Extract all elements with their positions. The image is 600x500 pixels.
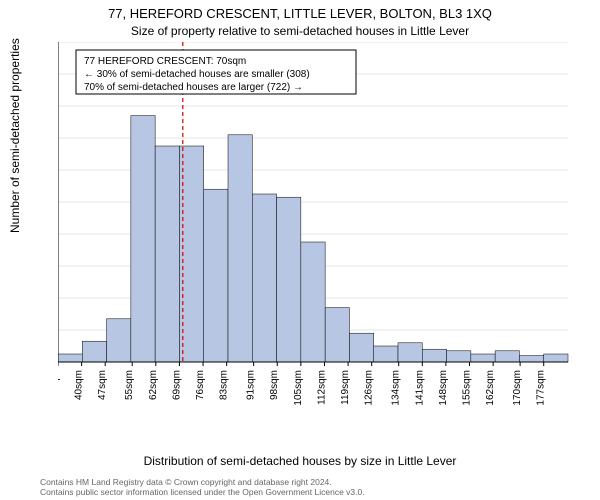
annotation-line3: 70% of semi-detached houses are larger (… [84, 82, 303, 93]
histogram-bar [204, 189, 228, 362]
histogram-bar [58, 354, 82, 362]
histogram-bar [374, 346, 398, 362]
histogram-bar [131, 116, 155, 362]
histogram-bar [252, 194, 276, 362]
svg-text:62sqm: 62sqm [148, 370, 159, 400]
histogram-bar [495, 351, 519, 362]
svg-text:134sqm: 134sqm [391, 370, 402, 406]
histogram-bar [519, 356, 543, 362]
x-axis-label: Distribution of semi-detached houses by … [0, 454, 600, 468]
credits-line2: Contains public sector information licen… [40, 487, 365, 497]
chart-subtitle: Size of property relative to semi-detach… [0, 24, 600, 38]
histogram-bar [155, 146, 179, 362]
histogram-bar [398, 343, 422, 362]
histogram-bar [325, 308, 349, 362]
svg-text:76sqm: 76sqm [195, 370, 206, 400]
histogram-bar [107, 319, 131, 362]
histogram-bar [471, 354, 495, 362]
credits-line1: Contains HM Land Registry data © Crown c… [40, 477, 332, 487]
histogram-bar [544, 354, 568, 362]
svg-text:83sqm: 83sqm [219, 370, 230, 400]
histogram-bar [228, 135, 252, 362]
credits: Contains HM Land Registry data © Crown c… [40, 477, 365, 498]
svg-text:33sqm: 33sqm [58, 370, 61, 400]
svg-text:112sqm: 112sqm [316, 370, 327, 405]
svg-text:170sqm: 170sqm [512, 370, 523, 406]
annotation-line1: 77 HEREFORD CRESCENT: 70sqm [84, 56, 246, 67]
svg-text:148sqm: 148sqm [438, 370, 449, 406]
annotation-line2: ← 30% of semi-detached houses are smalle… [84, 69, 310, 80]
svg-text:119sqm: 119sqm [340, 370, 351, 405]
svg-text:155sqm: 155sqm [462, 370, 473, 406]
svg-text:105sqm: 105sqm [293, 370, 304, 406]
svg-text:40sqm: 40sqm [74, 370, 85, 400]
histogram-plot: 020406080100120140160180200 33sqm40sqm47… [58, 42, 580, 412]
histogram-bar [447, 351, 471, 362]
svg-text:69sqm: 69sqm [171, 370, 182, 400]
histogram-bar [422, 349, 446, 362]
svg-text:98sqm: 98sqm [269, 370, 280, 400]
histogram-bar [349, 333, 373, 362]
svg-text:177sqm: 177sqm [536, 370, 547, 406]
svg-text:126sqm: 126sqm [364, 370, 375, 406]
histogram-bar [277, 197, 301, 362]
y-axis-label: Number of semi-detached properties [8, 38, 22, 233]
svg-text:47sqm: 47sqm [97, 370, 108, 400]
histogram-bar [301, 242, 325, 362]
svg-text:91sqm: 91sqm [246, 370, 257, 400]
svg-text:162sqm: 162sqm [485, 370, 496, 406]
chart-title: 77, HEREFORD CRESCENT, LITTLE LEVER, BOL… [0, 6, 600, 21]
histogram-bar [82, 341, 106, 362]
svg-text:55sqm: 55sqm [124, 370, 135, 400]
svg-text:141sqm: 141sqm [414, 370, 425, 406]
